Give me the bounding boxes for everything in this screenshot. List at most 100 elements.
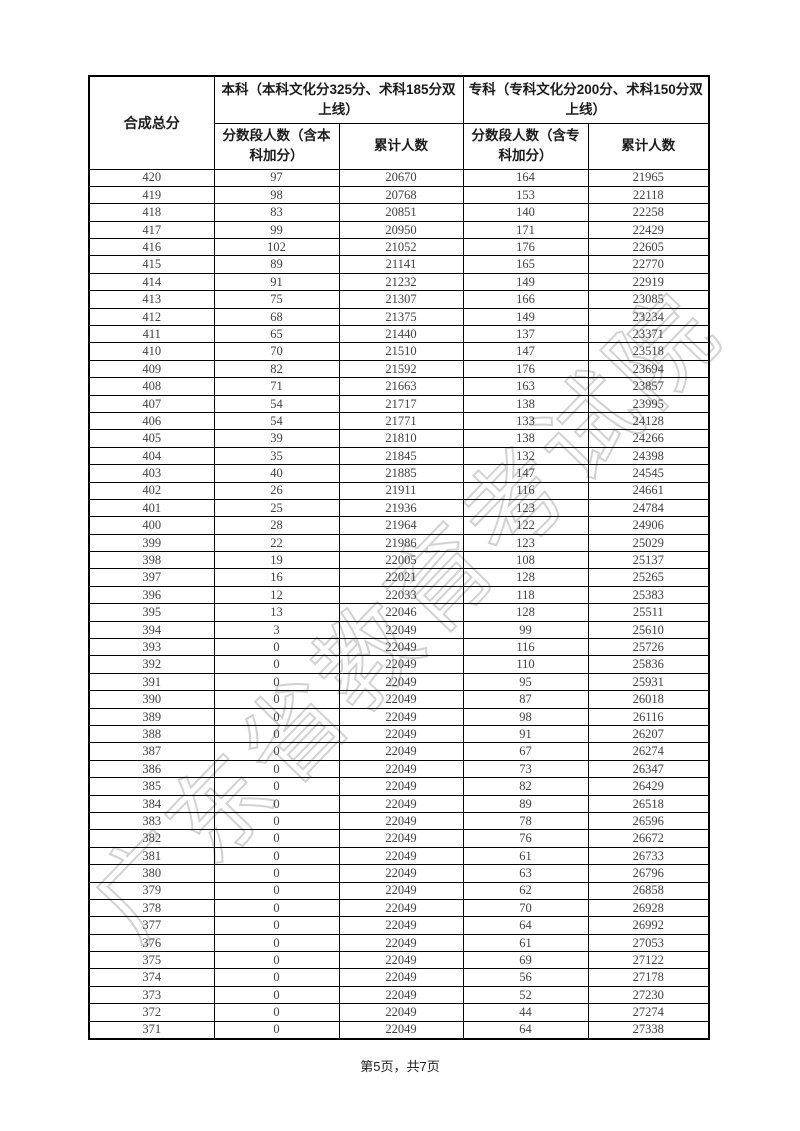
score-cell: 414: [88, 272, 215, 292]
benke-segment-cell: 89: [213, 255, 340, 274]
zhuanke-cumulative-cell: 26429: [587, 777, 710, 796]
benke-cumulative-cell: 21052: [338, 238, 464, 257]
benke-cumulative-cell: 22049: [338, 672, 464, 692]
score-cell: 407: [88, 394, 215, 413]
benke-cumulative-cell: 21307: [338, 290, 464, 309]
zhuanke-cumulative-cell: 26733: [587, 846, 710, 866]
zhuanke-segment-cell: 149: [462, 272, 589, 292]
zhuanke-segment-cell: 70: [462, 898, 589, 918]
zhuanke-segment-cell: 128: [462, 603, 589, 622]
benke-segment-cell: 0: [213, 898, 340, 918]
zhuanke-cumulative-cell: 22770: [587, 255, 710, 274]
benke-cumulative-cell: 22049: [338, 898, 464, 918]
benke-segment-cell: 0: [213, 690, 340, 709]
score-cell: 413: [88, 290, 215, 309]
zhuanke-segment-cell: 89: [462, 794, 589, 813]
zhuanke-cumulative-cell: 24784: [587, 498, 710, 518]
zhuanke-cumulative-cell: 26207: [587, 724, 710, 744]
benke-segment-cell: 65: [213, 325, 340, 344]
benke-segment-cell: 0: [213, 985, 340, 1005]
zhuanke-segment-cell: 137: [462, 325, 589, 344]
zhuanke-cumulative-cell: 23234: [587, 307, 710, 327]
zhuanke-segment-cell: 128: [462, 568, 589, 587]
zhuanke-segment-cell: 61: [462, 933, 589, 953]
table-row: 386 0 22049 73 26347: [88, 759, 710, 779]
zhuanke-segment-cell: 56: [462, 968, 589, 987]
benke-cumulative-cell: 21375: [338, 307, 464, 327]
table-row: 398 19 22005 108 25137: [88, 551, 710, 570]
score-cell: 419: [88, 185, 215, 205]
benke-cumulative-cell: 21510: [338, 342, 464, 361]
table-row: 385 0 22049 82 26429: [88, 777, 710, 796]
zhuanke-segment-cell: 52: [462, 985, 589, 1005]
zhuanke-cumulative-cell: 27122: [587, 951, 710, 970]
table-row: 377 0 22049 64 26992: [88, 916, 710, 935]
zhuanke-cumulative-cell: 25511: [587, 603, 710, 622]
zhuanke-segment-cell: 133: [462, 411, 589, 431]
zhuanke-segment-cell: 176: [462, 238, 589, 257]
benke-cumulative-cell: 20851: [338, 203, 464, 222]
zhuanke-cumulative-cell: 26518: [587, 794, 710, 813]
zhuanke-segment-cell: 82: [462, 777, 589, 796]
benke-segment-cell: 0: [213, 951, 340, 970]
benke-segment-cell: 13: [213, 603, 340, 622]
zhuanke-segment-cell: 123: [462, 498, 589, 518]
benke-segment-cell: 0: [213, 811, 340, 831]
table-header: 合成总分 本科（本科文化分325分、术科185分双上线） 专科（专科文化分200…: [88, 75, 710, 170]
benke-cumulative-cell: 22049: [338, 881, 464, 900]
benke-cumulative-cell: 22049: [338, 742, 464, 761]
benke-segment-cell: 0: [213, 794, 340, 813]
benke-segment-cell: 0: [213, 968, 340, 987]
zhuanke-cumulative-cell: 22258: [587, 203, 710, 222]
zhuanke-cumulative-cell: 23694: [587, 359, 710, 379]
table-row: 372 0 22049 44 27274: [88, 1003, 710, 1022]
table-row: 403 40 21885 147 24545: [88, 464, 710, 483]
score-cell: 410: [88, 342, 215, 361]
zhuanke-cumulative-cell: 22429: [587, 220, 710, 240]
score-cell: 417: [88, 220, 215, 240]
benke-segment-cell: 75: [213, 290, 340, 309]
score-cell: 377: [88, 916, 215, 935]
header-zhuanke-cumulative-count: 累计人数: [587, 122, 710, 170]
table-row: 373 0 22049 52 27230: [88, 985, 710, 1005]
benke-cumulative-cell: 20950: [338, 220, 464, 240]
score-cell: 395: [88, 603, 215, 622]
score-cell: 390: [88, 690, 215, 709]
benke-cumulative-cell: 22049: [338, 1003, 464, 1022]
score-cell: 399: [88, 533, 215, 553]
zhuanke-segment-cell: 110: [462, 655, 589, 674]
benke-cumulative-cell: 22049: [338, 864, 464, 883]
zhuanke-segment-cell: 122: [462, 516, 589, 535]
benke-segment-cell: 40: [213, 464, 340, 483]
zhuanke-cumulative-cell: 21965: [587, 168, 710, 187]
header-composite-score: 合成总分: [88, 75, 215, 170]
score-cell: 391: [88, 672, 215, 692]
benke-segment-cell: 0: [213, 742, 340, 761]
zhuanke-segment-cell: 163: [462, 377, 589, 396]
benke-cumulative-cell: 22005: [338, 551, 464, 570]
table-row: 399 22 21986 123 25029: [88, 533, 710, 553]
benke-cumulative-cell: 22049: [338, 638, 464, 657]
score-cell: 374: [88, 968, 215, 987]
zhuanke-cumulative-cell: 25931: [587, 672, 710, 692]
zhuanke-cumulative-cell: 25726: [587, 638, 710, 657]
zhuanke-cumulative-cell: 23995: [587, 394, 710, 413]
benke-cumulative-cell: 21885: [338, 464, 464, 483]
table-row: 391 0 22049 95 25931: [88, 672, 710, 692]
zhuanke-segment-cell: 147: [462, 464, 589, 483]
zhuanke-segment-cell: 123: [462, 533, 589, 553]
score-cell: 418: [88, 203, 215, 222]
benke-cumulative-cell: 22021: [338, 568, 464, 587]
benke-cumulative-cell: 21232: [338, 272, 464, 292]
benke-cumulative-cell: 22049: [338, 933, 464, 953]
zhuanke-cumulative-cell: 25029: [587, 533, 710, 553]
zhuanke-segment-cell: 164: [462, 168, 589, 187]
score-cell: 385: [88, 777, 215, 796]
zhuanke-segment-cell: 149: [462, 307, 589, 327]
score-cell: 420: [88, 168, 215, 187]
table-row: 416 102 21052 176 22605: [88, 238, 710, 257]
zhuanke-segment-cell: 140: [462, 203, 589, 222]
zhuanke-cumulative-cell: 27178: [587, 968, 710, 987]
benke-segment-cell: 0: [213, 759, 340, 779]
table-body: 420 97 20670 164 21965 419 98 20768 153 22118 418 8…: [88, 168, 710, 1040]
